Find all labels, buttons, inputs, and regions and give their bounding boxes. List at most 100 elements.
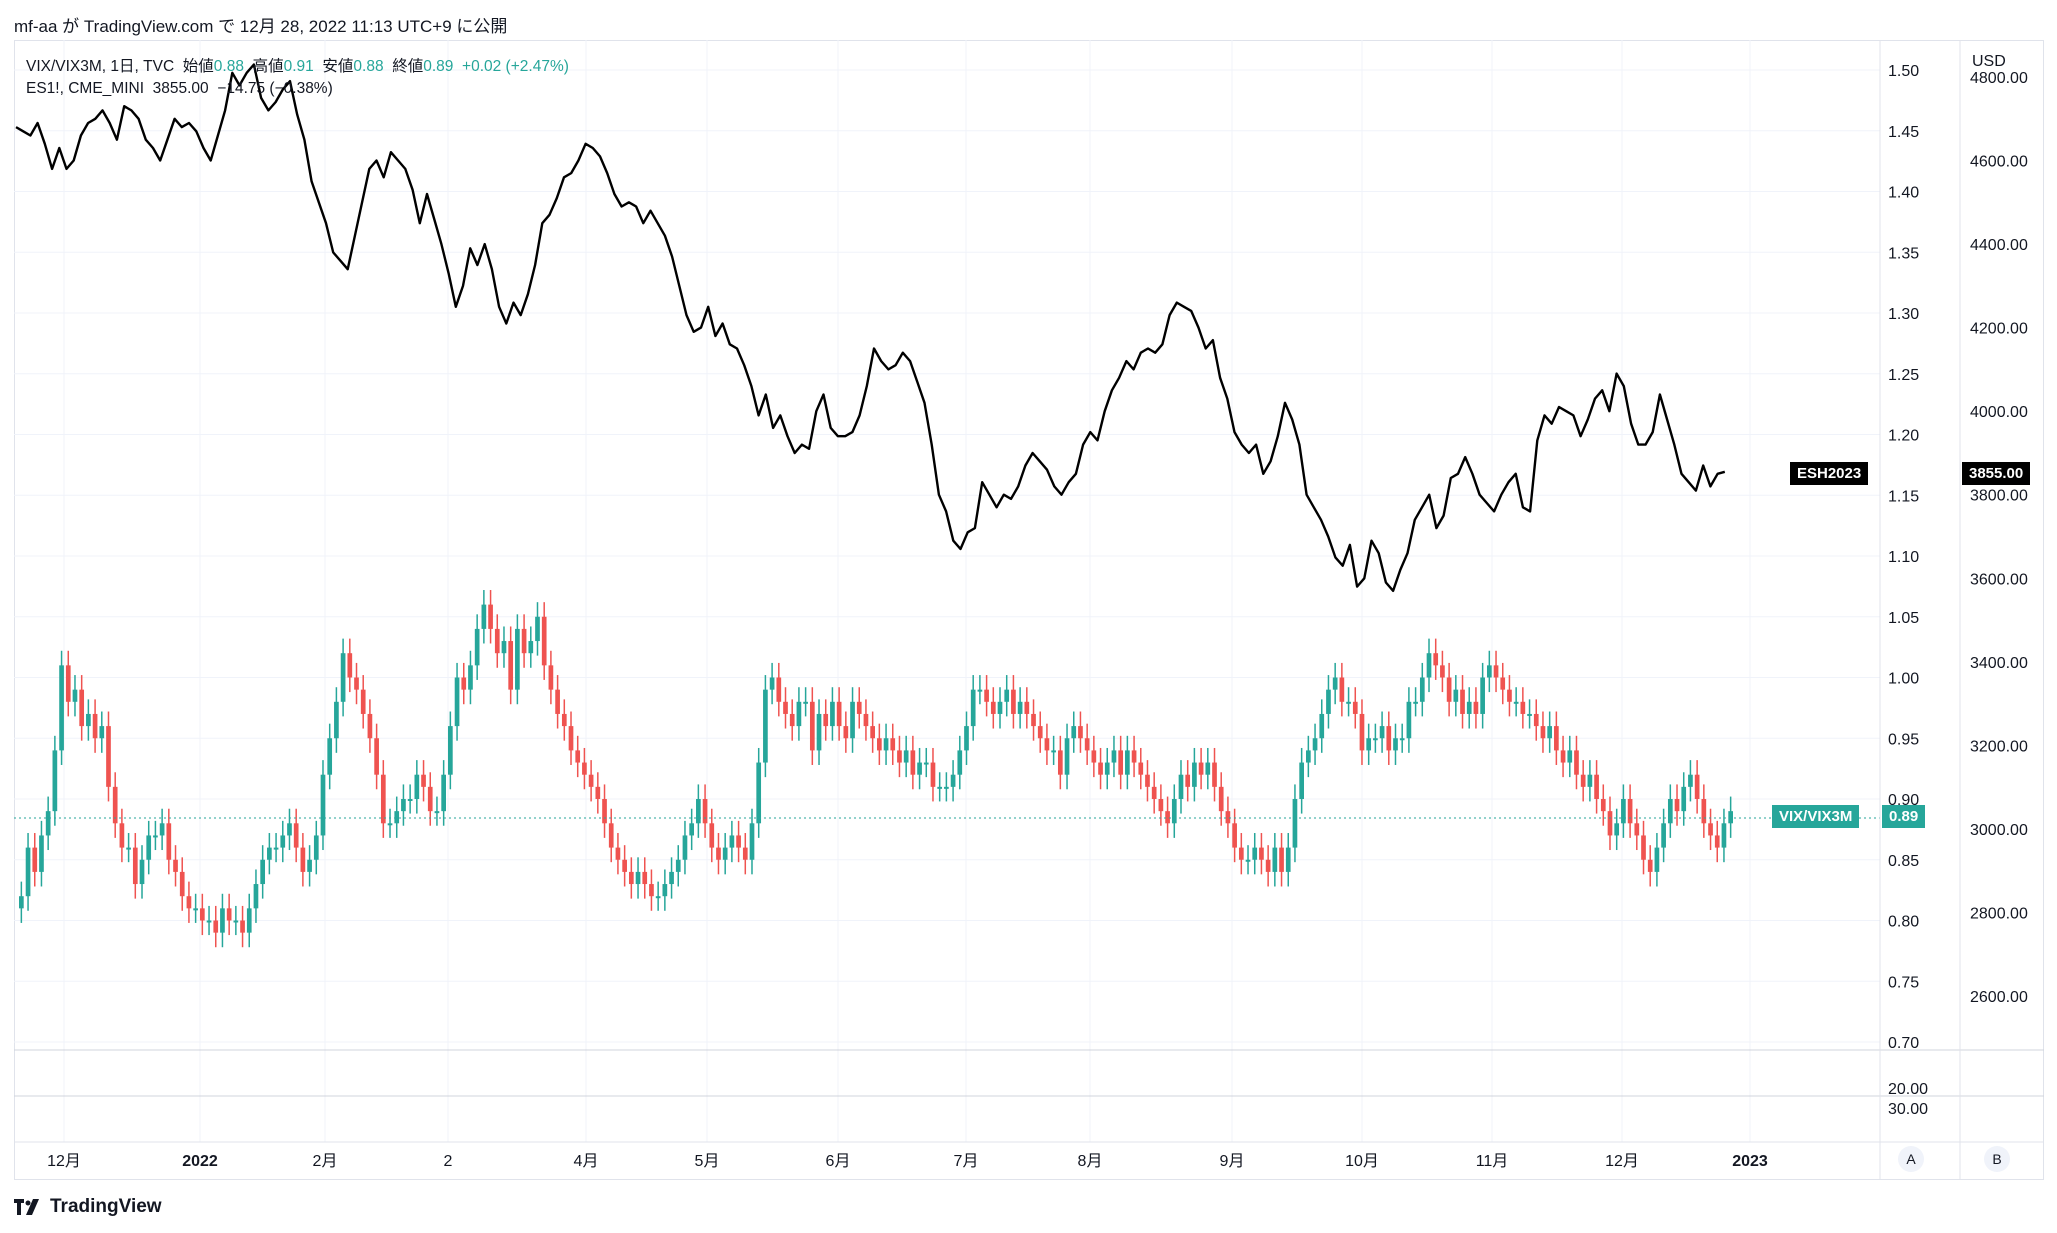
- candle-body: [649, 884, 654, 897]
- candle-body: [1466, 701, 1472, 714]
- candle-body: [964, 726, 969, 751]
- candle-body: [1393, 738, 1398, 751]
- candle-body: [1426, 653, 1432, 678]
- candle-body: [59, 665, 64, 751]
- candle-body: [508, 641, 514, 690]
- candle-body: [749, 823, 755, 860]
- candle-body: [1694, 774, 1700, 799]
- candle-body: [213, 920, 219, 933]
- candle-body: [836, 701, 842, 727]
- candle-body: [1379, 726, 1385, 739]
- x-tick-label: 2: [444, 1153, 453, 1170]
- candle-body: [1413, 701, 1418, 704]
- right-tick-label: 4400.00: [1970, 237, 2028, 254]
- candle-body: [407, 799, 413, 801]
- candle-body: [434, 811, 440, 814]
- left-tick-label: 1.30: [1888, 306, 1919, 323]
- candle-body: [1312, 738, 1318, 751]
- candle-body: [729, 835, 735, 848]
- candle-body: [1319, 713, 1325, 739]
- tradingview-logo[interactable]: TradingView: [14, 1196, 162, 1218]
- candle-body: [92, 713, 98, 739]
- es-value: 3855.00: [152, 80, 209, 97]
- candle-body: [65, 665, 71, 702]
- candle-body: [742, 847, 748, 860]
- candle-body: [387, 823, 393, 826]
- candle-body: [1339, 677, 1345, 702]
- auto-scale-a-button[interactable]: A: [1898, 1146, 1924, 1172]
- candle-body: [72, 689, 78, 702]
- candle-body: [1480, 677, 1485, 714]
- candle-body: [1037, 726, 1043, 739]
- candle-body: [1359, 713, 1365, 751]
- candle-body: [1138, 762, 1144, 775]
- es-price-line: [15, 63, 1726, 592]
- x-tick-label: 8月: [1078, 1153, 1103, 1170]
- candle-body: [246, 908, 252, 933]
- candle-body: [1205, 762, 1211, 775]
- candle-body: [776, 677, 782, 702]
- candle-body: [1473, 701, 1479, 714]
- vix-legend[interactable]: VIX/VIX3M, 1日, TVC 始値0.88 高値0.91 安値0.88 …: [26, 54, 569, 76]
- chart-frame[interactable]: [14, 40, 2044, 1180]
- candle-body: [541, 616, 547, 666]
- close-value: 0.89: [423, 58, 454, 75]
- candle-body: [561, 713, 567, 727]
- candle-body: [166, 823, 172, 860]
- candle-body: [662, 884, 668, 897]
- candle-body: [1091, 750, 1097, 763]
- x-tick-label: 5月: [695, 1153, 720, 1170]
- x-tick-label: 12月: [1605, 1153, 1639, 1170]
- candle-body: [1460, 689, 1465, 714]
- candle-body: [1567, 750, 1573, 763]
- candle-body: [401, 799, 406, 812]
- candle-body: [1225, 811, 1231, 824]
- tradingview-icon: [14, 1199, 39, 1215]
- candle-body: [535, 616, 540, 642]
- candle-body: [99, 726, 105, 739]
- candle-body: [1607, 811, 1613, 836]
- right-tick-label: 3400.00: [1970, 655, 2028, 672]
- candle-body: [528, 641, 534, 654]
- left-tick-label: 1.00: [1888, 671, 1919, 688]
- candle-body: [716, 847, 721, 860]
- candle-body: [977, 689, 983, 692]
- candle-body: [159, 823, 165, 836]
- candle-body: [736, 835, 741, 848]
- candle-body: [555, 689, 560, 714]
- candle-body: [622, 859, 627, 872]
- x-tick-label: 2022: [182, 1153, 218, 1170]
- candle-body: [1238, 847, 1244, 860]
- candle-body: [1513, 701, 1519, 704]
- candle-body: [930, 762, 936, 787]
- candle-body: [1554, 726, 1559, 751]
- candle-body: [1533, 713, 1539, 727]
- candle-body: [1647, 859, 1653, 872]
- time-axis: 12月 2022 2月 2 4月 5月 6月 7月 8月 9月 10月 11月 12月 2023: [47, 1153, 1768, 1170]
- candle-body: [1346, 701, 1351, 704]
- es-line: [15, 63, 1726, 592]
- left-tick-label: 1.50: [1888, 63, 1919, 80]
- candle-body: [347, 653, 353, 678]
- candle-body: [267, 847, 272, 860]
- candle-body: [628, 871, 634, 885]
- candle-body: [1406, 701, 1412, 739]
- candle-body: [501, 641, 507, 654]
- candle-body: [1574, 750, 1579, 775]
- candle-body: [1259, 847, 1264, 860]
- candle-body: [1587, 774, 1593, 787]
- candle-body: [702, 799, 708, 824]
- candle-body: [957, 750, 963, 775]
- candle-body: [474, 628, 480, 666]
- es-legend[interactable]: ES1!, CME_MINI 3855.00 −14.75 (−0.38%): [26, 80, 333, 98]
- candle-body: [1373, 738, 1378, 741]
- candle-body: [763, 689, 768, 763]
- candle-body: [307, 859, 312, 872]
- candle-body: [380, 774, 386, 824]
- auto-scale-b-button[interactable]: B: [1984, 1146, 2010, 1172]
- left-tick-label: 0.70: [1888, 1035, 1919, 1052]
- left-tick-label: 0.90: [1888, 792, 1919, 809]
- candle-body: [1011, 689, 1016, 714]
- x-tick-label: 12月: [47, 1153, 81, 1170]
